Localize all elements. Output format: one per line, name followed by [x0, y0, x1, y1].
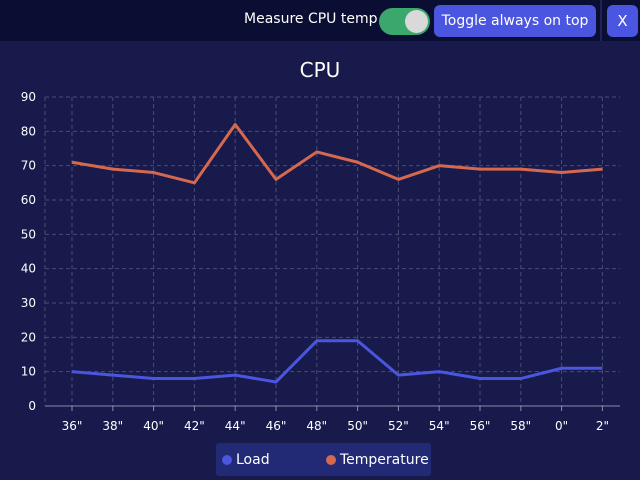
- measure-cpu-temp-label: Measure CPU temp: [244, 11, 378, 27]
- x-tick-label: 48": [306, 419, 327, 433]
- x-tick-label: 42": [184, 419, 205, 433]
- y-tick-label: 50: [21, 227, 36, 241]
- y-tick-label: 10: [21, 365, 36, 379]
- y-tick-label: 0: [28, 399, 36, 413]
- x-tick-label: 0": [555, 419, 568, 433]
- legend-item-load[interactable]: Load: [222, 443, 270, 476]
- toggle-always-on-top-button[interactable]: Toggle always on top: [434, 5, 596, 37]
- chart-title: CPU: [299, 58, 341, 82]
- y-tick-label: 30: [21, 296, 36, 310]
- series-line-temperature: [71, 122, 603, 185]
- y-tick-label: 70: [21, 159, 36, 173]
- y-tick-label: 40: [21, 262, 36, 276]
- temperature-legend-dot: [326, 454, 336, 465]
- legend-label-load: Load: [236, 451, 270, 468]
- x-tick-label: 40": [143, 419, 164, 433]
- measure-cpu-temp-switch[interactable]: [379, 8, 430, 35]
- y-tick-label: 90: [21, 90, 36, 104]
- x-tick-label: 2": [596, 419, 609, 433]
- y-tick-label: 60: [21, 193, 36, 207]
- switch-knob[interactable]: [405, 10, 428, 33]
- x-tick-label: 44": [225, 419, 246, 433]
- x-tick-label: 52": [388, 419, 409, 433]
- load-legend-dot: [222, 454, 232, 465]
- legend-label-temperature: Temperature: [340, 451, 429, 468]
- chart-legend: Load Temperature: [216, 443, 431, 476]
- toolbar-divider: [600, 0, 602, 41]
- x-tick-label: 50": [347, 419, 368, 433]
- x-tick-label: 46": [266, 419, 287, 433]
- legend-item-temperature[interactable]: Temperature: [326, 443, 429, 476]
- close-button[interactable]: X: [607, 5, 638, 37]
- x-tick-label: 38": [102, 419, 123, 433]
- series-line-load: [71, 339, 603, 384]
- x-tick-label: 56": [470, 419, 491, 433]
- y-tick-label: 20: [21, 330, 36, 344]
- x-tick-label: 36": [62, 419, 83, 433]
- x-tick-label: 54": [429, 419, 450, 433]
- y-tick-label: 80: [21, 124, 36, 138]
- x-tick-label: 58": [510, 419, 531, 433]
